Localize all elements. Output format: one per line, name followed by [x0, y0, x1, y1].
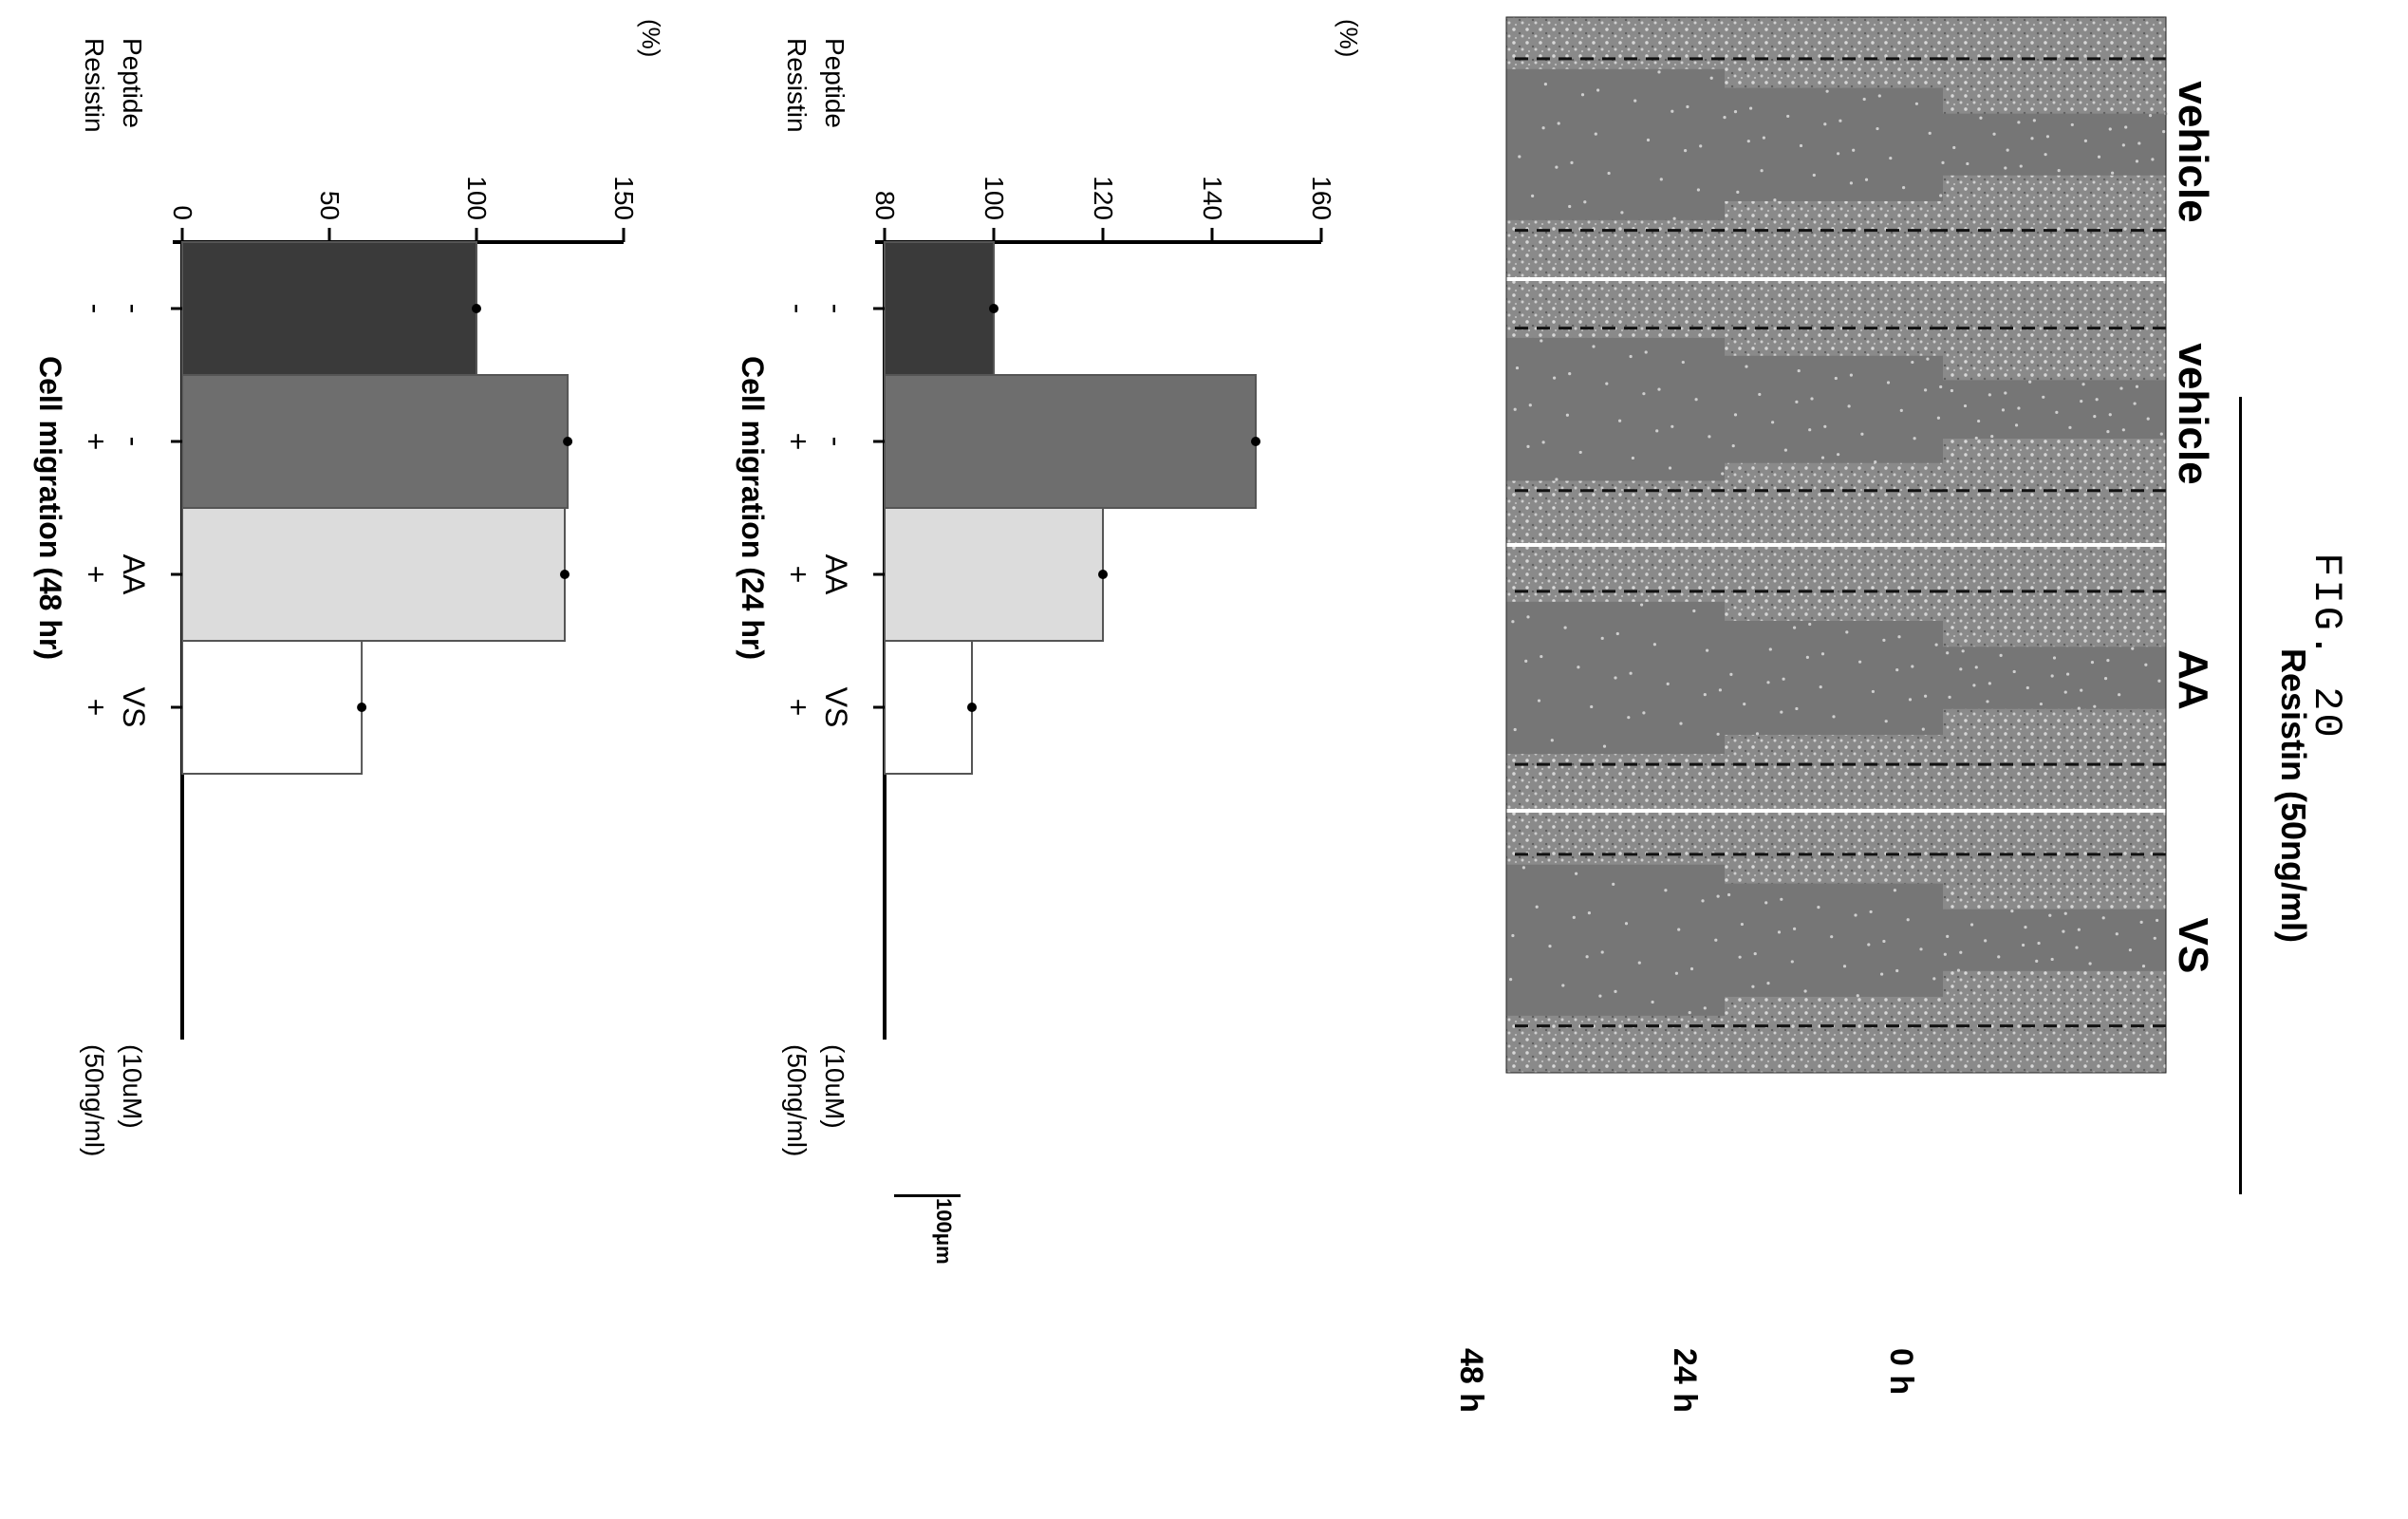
- micrograph-panel: [1725, 547, 1943, 809]
- peptide-cell-2: AA: [117, 554, 151, 595]
- y-tick-label: 80: [870, 191, 900, 220]
- chart-title: Cell migration (24 hr): [736, 356, 770, 660]
- bar-1: [180, 374, 569, 509]
- micrograph-panel: [1725, 813, 1943, 1073]
- micrograph-panel: [1725, 281, 1943, 543]
- y-tick-label: 50: [315, 191, 345, 220]
- bar-point-1: [1251, 437, 1260, 446]
- bar-point-3: [357, 703, 367, 712]
- row-label-0h: 0 h: [1883, 1348, 1919, 1396]
- bar-1: [884, 374, 1257, 509]
- peptide-cell-1: -: [117, 437, 151, 447]
- y-axis-label: (%): [1335, 19, 1363, 57]
- chart-panel-1: (%) 0 50 100 150- - - + AA + VS + Peptide Resistin (10…: [0, 0, 681, 1293]
- column-label-vehicle-2: vehicle: [2170, 343, 2216, 485]
- row-label-48h: 48 h: [1453, 1348, 1489, 1414]
- bar-point-0: [989, 304, 999, 313]
- bar-point-1: [563, 437, 573, 446]
- column-label-vs: VS: [2170, 917, 2216, 974]
- bar-0: [884, 241, 995, 376]
- figure-canvas: FIG. 20 Resistin (50ng/ml) vehicle vehic…: [0, 0, 2349, 1414]
- unit-resistin: (50ng/ml): [782, 1044, 812, 1156]
- y-tick-label: 100: [980, 176, 1009, 220]
- resistin-cell-3: +: [781, 699, 815, 717]
- micrograph-panel: [1506, 547, 1725, 809]
- bar-0: [181, 241, 477, 376]
- y-tick-label: 150: [609, 176, 639, 220]
- resistin-group-line: [2239, 397, 2242, 1194]
- chart-1: (%)0 50 100 150---+AA+VS+PeptideResistin(10…: [33, 19, 665, 1156]
- bar-3: [884, 640, 973, 775]
- unit-resistin: (50ng/ml): [80, 1044, 109, 1156]
- micrograph-panel: [1506, 17, 1727, 277]
- peptide-cell-1: -: [819, 437, 853, 447]
- row-label-resistin: Resistin: [80, 38, 109, 133]
- y-tick-label: 0: [168, 205, 197, 220]
- resistin-cell-1: +: [781, 433, 815, 451]
- row-label-24h: 24 h: [1667, 1348, 1703, 1414]
- chart-0: (%)80 100 120 140 160---+AA+VS+PeptideResist…: [736, 19, 1363, 1156]
- unit-peptide: (10uM): [820, 1044, 849, 1129]
- y-tick-label: 100: [462, 176, 492, 220]
- bar-2: [181, 507, 566, 642]
- bar-point-0: [472, 304, 481, 313]
- resistin-cell-1: +: [79, 433, 113, 451]
- micrograph-panel: [1506, 281, 1725, 543]
- resistin-group-label: Resistin (50ng/ml): [2274, 647, 2313, 944]
- micrograph-panel: [1943, 813, 2166, 1073]
- bar-3: [181, 640, 364, 775]
- column-label-aa: AA: [2170, 649, 2216, 710]
- unit-peptide: (10uM): [118, 1044, 147, 1129]
- micrograph-panel: [1725, 17, 1945, 277]
- resistin-cell-0: -: [79, 304, 113, 314]
- row-label-peptide: Peptide: [118, 38, 147, 128]
- peptide-cell-3: VS: [117, 687, 151, 728]
- resistin-cell-2: +: [79, 566, 113, 584]
- column-label-vehicle-1: vehicle: [2170, 81, 2216, 223]
- row-label-peptide: Peptide: [820, 38, 849, 128]
- y-axis-label: (%): [637, 19, 665, 57]
- micrograph-panel: [1943, 281, 2166, 543]
- chart-panel-0: (%) 80 100 120 140 160- - - + AA + VS + Peptide Resist…: [595, 0, 1378, 1293]
- peptide-cell-2: AA: [819, 554, 853, 595]
- bar-point-3: [967, 703, 977, 712]
- y-tick-label: 140: [1198, 176, 1227, 220]
- micrograph-panel: [1943, 17, 2168, 277]
- resistin-cell-0: -: [781, 304, 815, 314]
- bar-point-2: [1098, 570, 1108, 579]
- resistin-cell-2: +: [781, 566, 815, 584]
- micrograph-panel: [1506, 813, 1725, 1073]
- peptide-cell-0: -: [819, 304, 853, 314]
- peptide-cell-3: VS: [819, 687, 853, 728]
- y-tick-label: 120: [1089, 176, 1118, 220]
- resistin-cell-3: +: [79, 699, 113, 717]
- micrograph-panel: [1943, 547, 2166, 809]
- bar-2: [884, 507, 1104, 642]
- row-label-resistin: Resistin: [782, 38, 812, 133]
- y-tick-label: 160: [1307, 176, 1336, 220]
- peptide-cell-0: -: [117, 304, 151, 314]
- chart-title: Cell migration (48 hr): [33, 356, 67, 660]
- bar-point-2: [560, 570, 569, 579]
